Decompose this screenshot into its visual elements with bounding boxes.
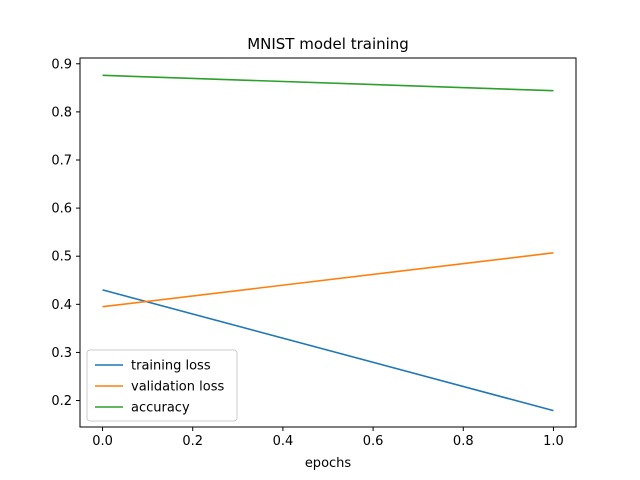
x-tick-label: 1.0	[543, 434, 564, 449]
legend-label: validation loss	[131, 380, 224, 395]
series-line-accuracy	[102, 74, 554, 92]
y-tick-label: 0.3	[51, 346, 72, 361]
legend-label: accuracy	[131, 401, 190, 416]
x-tick-label: 0.6	[363, 434, 384, 449]
legend-label: training loss	[131, 359, 211, 374]
legend: training loss validation loss accuracy	[86, 349, 238, 422]
y-tick-label: 0.5	[51, 250, 72, 265]
y-tick-label: 0.9	[51, 57, 72, 72]
chart-title: MNIST model training	[247, 35, 409, 53]
x-tick-label: 0.2	[182, 434, 203, 449]
y-tick-label: 0.4	[51, 298, 72, 313]
plot-area	[79, 57, 577, 428]
legend-box	[86, 349, 238, 422]
x-tick-label: 0.8	[453, 434, 474, 449]
y-tick-label: 0.2	[51, 394, 72, 409]
plot-frame	[79, 57, 577, 428]
x-tick-label: 0.0	[92, 434, 113, 449]
y-axis: 0.2 0.3 0.4 0.5 0.6 0.7 0.8 0.9	[51, 57, 80, 409]
y-tick-label: 0.8	[51, 105, 72, 120]
x-axis: 0.0 0.2 0.4 0.6 0.8 1.0	[92, 427, 564, 449]
series-line-training-loss	[102, 289, 554, 412]
y-tick-label: 0.6	[51, 202, 72, 217]
y-tick-label: 0.7	[51, 153, 72, 168]
series-line-validation-loss	[102, 252, 554, 308]
x-tick-label: 0.4	[273, 434, 294, 449]
x-axis-label: epochs	[305, 456, 352, 471]
series-lines	[102, 74, 554, 412]
